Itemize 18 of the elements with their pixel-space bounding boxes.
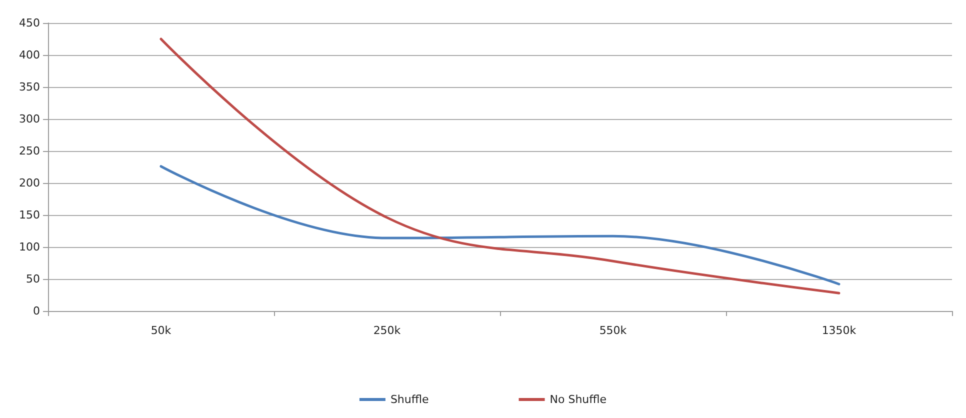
y-tick-label: 150 <box>19 208 40 222</box>
y-tick-label: 50 <box>26 272 40 286</box>
y-tick-label: 250 <box>19 144 40 158</box>
x-tick-label: 550k <box>599 324 628 337</box>
x-tick-label: 1350k <box>822 324 857 337</box>
y-tick-label: 350 <box>19 80 40 94</box>
line-series <box>160 165 840 286</box>
legend-label: No Shuffle <box>550 393 607 406</box>
y-tick-label: 0 <box>33 304 40 318</box>
line-series <box>160 38 840 294</box>
x-tick-label: 50k <box>150 324 172 337</box>
y-tick-label: 400 <box>19 48 40 62</box>
y-tick-label: 100 <box>19 240 40 254</box>
x-tick-label: 250k <box>373 324 402 337</box>
y-tick-label: 300 <box>19 112 40 126</box>
y-tick-label: 200 <box>19 176 40 190</box>
y-tick-label: 450 <box>19 16 40 30</box>
legend-label: Shuffle <box>390 393 430 406</box>
